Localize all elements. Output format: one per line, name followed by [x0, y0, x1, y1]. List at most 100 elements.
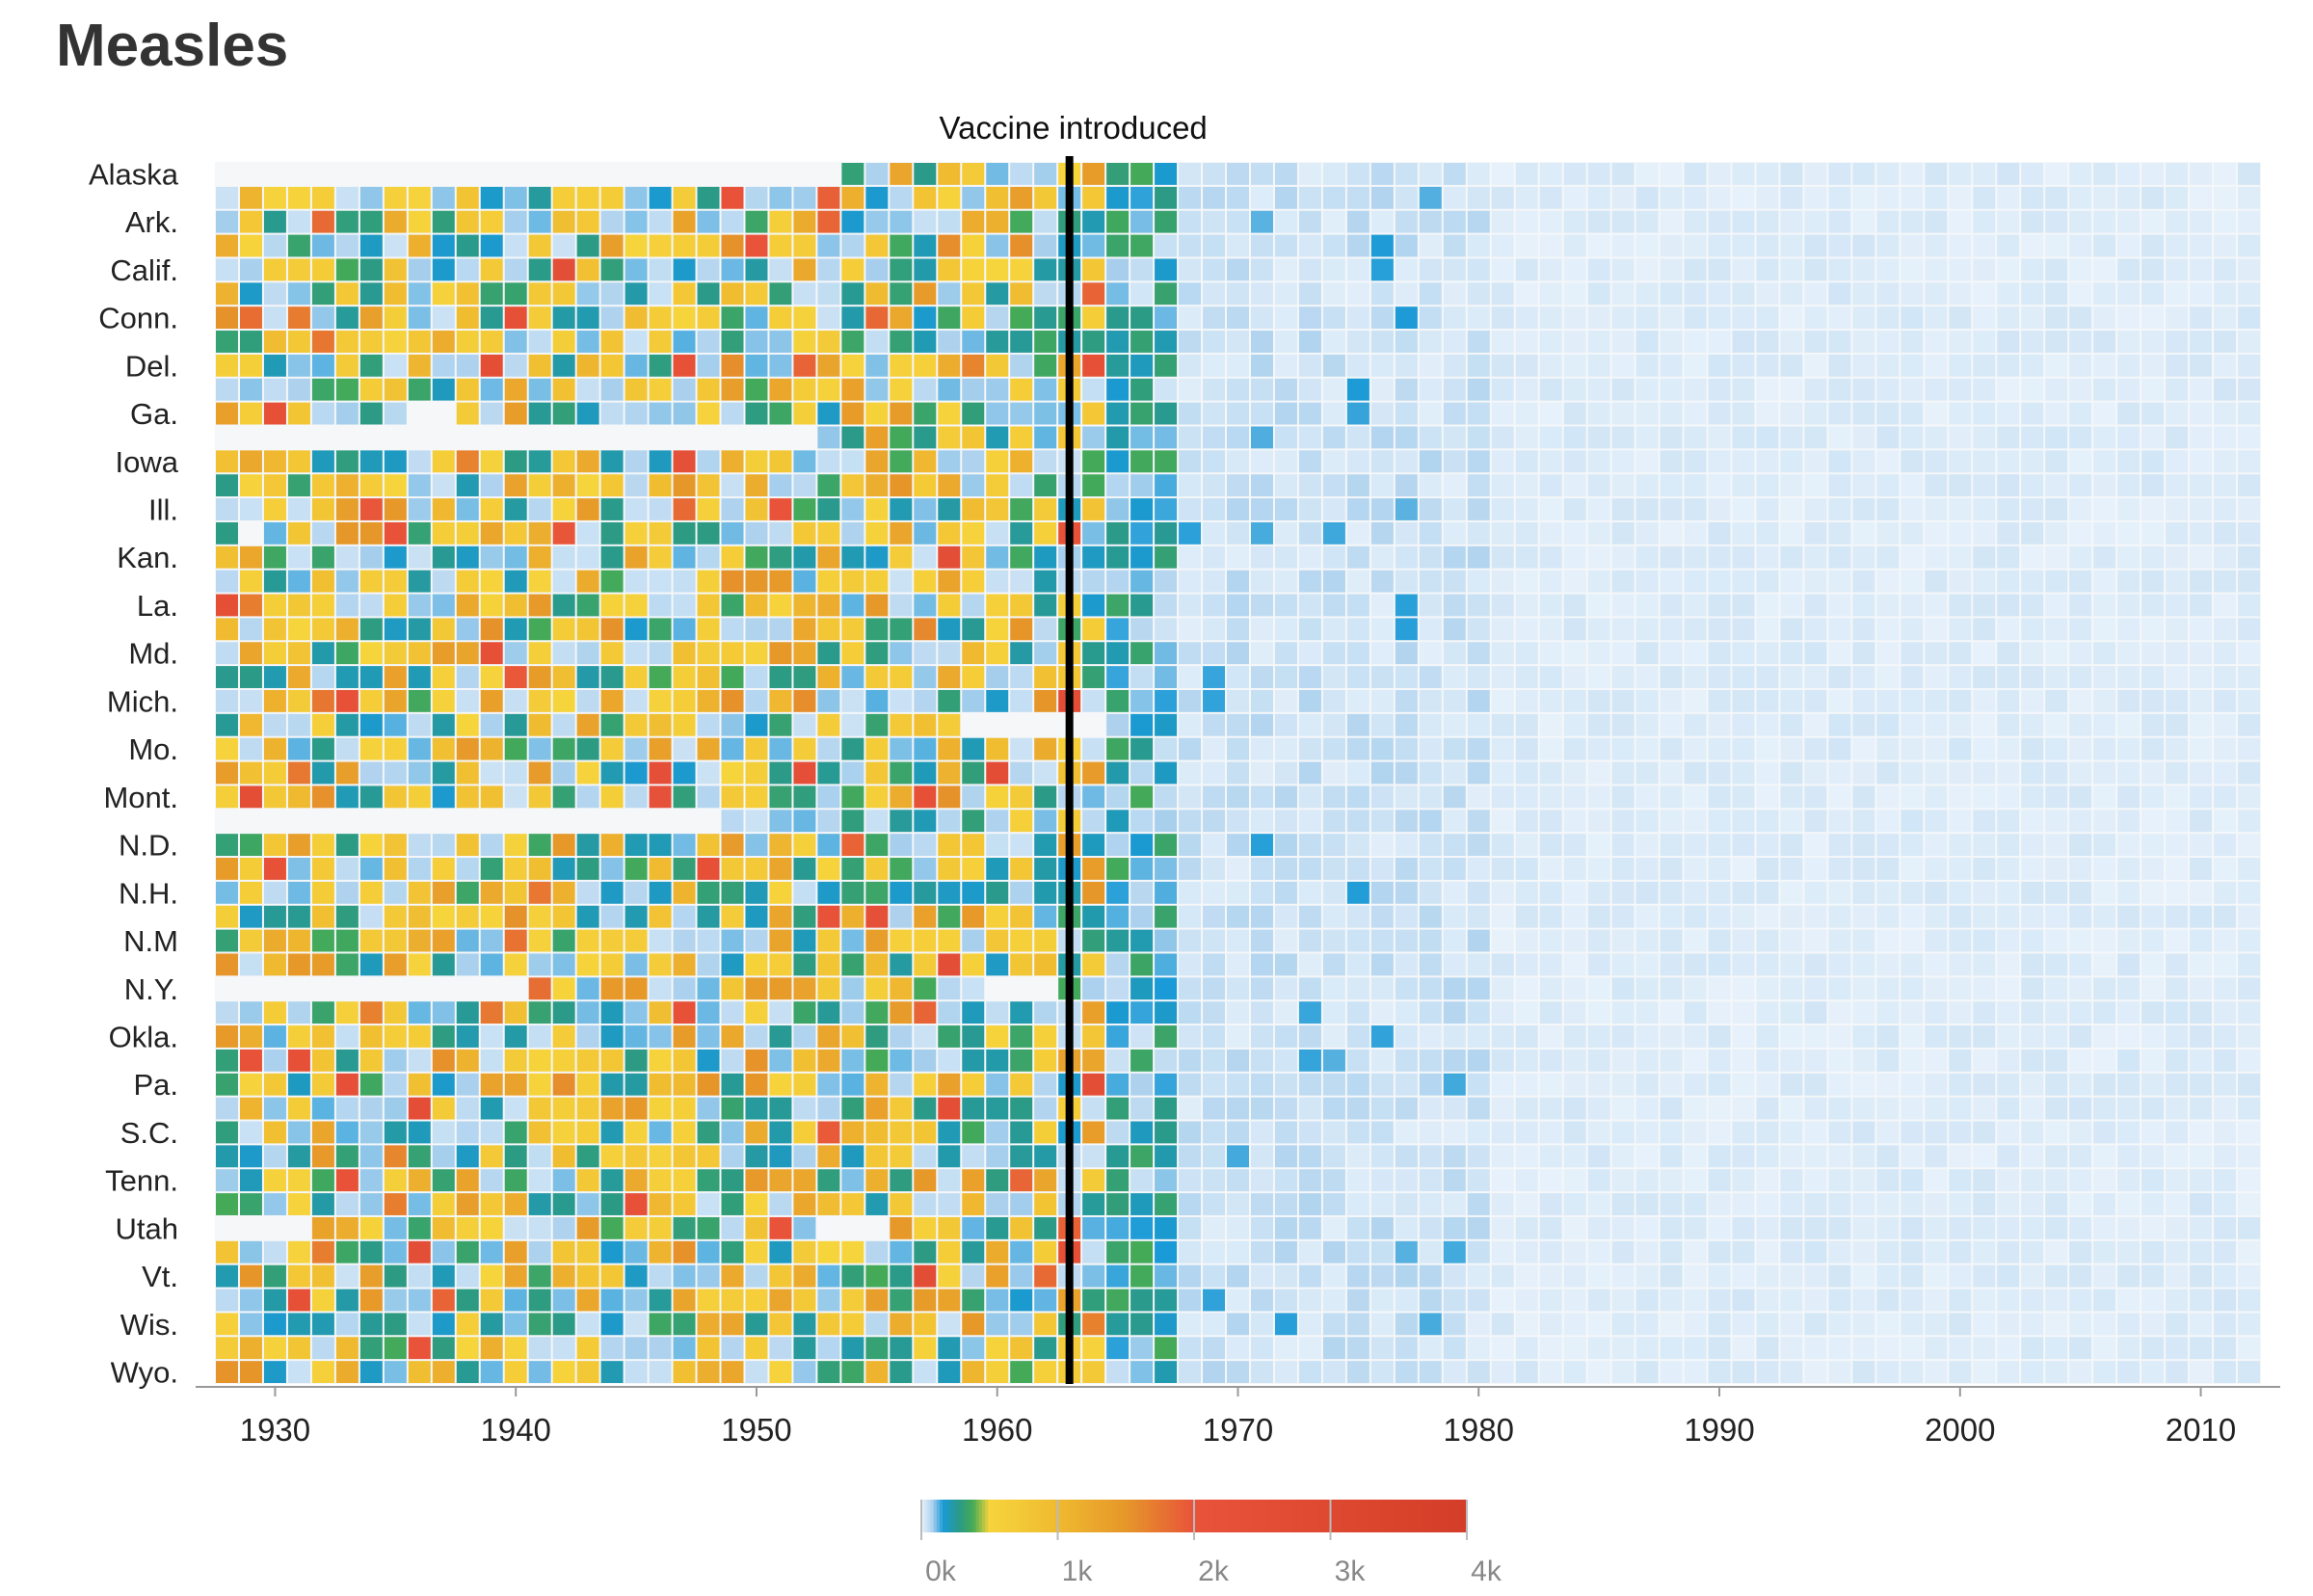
heatmap-cell [817, 282, 840, 306]
heatmap-cell [1419, 331, 1442, 353]
heatmap-cell [769, 689, 792, 712]
state-label: Calif. [110, 253, 178, 287]
heatmap-cell [1298, 282, 1321, 306]
legend-swatch [1396, 1500, 1401, 1532]
heatmap-cell [2238, 282, 2260, 306]
heatmap-cell [2021, 210, 2044, 233]
heatmap-cell [962, 810, 985, 833]
heatmap-cell [962, 282, 985, 306]
heatmap-cell [576, 737, 599, 760]
heatmap-cell [1780, 402, 1803, 425]
heatmap-cell [1660, 402, 1683, 425]
heatmap-cell [480, 1025, 503, 1048]
heatmap-cell [2238, 331, 2260, 353]
legend-tick-label: 0k [925, 1556, 957, 1587]
heatmap-cell [1010, 1001, 1033, 1024]
heatmap-cell [335, 929, 359, 952]
heatmap-cell [432, 1313, 455, 1336]
heatmap-cell [1467, 1313, 1490, 1336]
x-tick-label: 1950 [721, 1412, 791, 1448]
heatmap-cell [1467, 474, 1490, 497]
heatmap-cell [239, 1240, 262, 1264]
heatmap-cell [793, 810, 816, 833]
heatmap-cell [1203, 881, 1226, 904]
heatmap-cell [1876, 642, 1900, 665]
heatmap-cell [1443, 666, 1466, 688]
heatmap-cell [1852, 402, 1875, 425]
legend-swatch [1045, 1500, 1050, 1532]
heatmap-cell [1828, 1025, 1851, 1048]
heatmap-cell [817, 426, 840, 449]
heatmap-cell [239, 474, 262, 497]
heatmap-cell [1876, 905, 1900, 928]
heatmap-cell [817, 737, 840, 760]
heatmap-cell [1034, 1145, 1057, 1168]
heatmap-cell [1828, 474, 1851, 497]
heatmap-cell [1034, 1289, 1057, 1312]
heatmap-cell [456, 258, 479, 281]
heatmap-cell [625, 713, 648, 736]
heatmap-cell [1419, 1049, 1442, 1072]
heatmap-cell [1274, 1073, 1297, 1096]
heatmap-cell [1370, 234, 1394, 257]
heatmap-cell [793, 618, 816, 641]
heatmap-cell [576, 618, 599, 641]
heatmap-cell [600, 1193, 624, 1215]
heatmap-cell [1708, 689, 1731, 712]
heatmap-cell [1708, 1121, 1731, 1144]
heatmap-cell [1876, 234, 1900, 257]
heatmap-cell [865, 834, 889, 857]
heatmap-cell [576, 282, 599, 306]
heatmap-cell [1997, 977, 2020, 1000]
heatmap-cell [1034, 618, 1057, 641]
heatmap-cell [649, 545, 672, 569]
legend-swatch [1293, 1500, 1298, 1532]
heatmap-cell [335, 858, 359, 880]
heatmap-cell [2093, 1361, 2116, 1383]
legend-swatch [1272, 1500, 1277, 1532]
heatmap-cell [1515, 521, 1538, 545]
heatmap-cell [1973, 1289, 1996, 1312]
heatmap-cell [1611, 1049, 1635, 1072]
heatmap-cell [263, 761, 286, 785]
heatmap-cell [1250, 977, 1273, 1000]
heatmap-cell [1997, 570, 2020, 593]
heatmap-cell [1563, 450, 1586, 473]
heatmap-cell [986, 426, 1009, 449]
heatmap-cell [2117, 713, 2140, 736]
legend-swatch [1266, 1500, 1271, 1532]
heatmap-cell [1034, 1025, 1057, 1048]
heatmap-cell [480, 1121, 503, 1144]
heatmap-cell [239, 642, 262, 665]
heatmap-cell [1179, 402, 1202, 425]
heatmap-cell [2238, 666, 2260, 688]
heatmap-cell [2117, 306, 2140, 330]
heatmap-cell [914, 234, 937, 257]
heatmap-cell [408, 1097, 431, 1120]
heatmap-cell [769, 1169, 792, 1192]
heatmap-cell [745, 1289, 768, 1312]
heatmap-cell [1322, 521, 1345, 545]
heatmap-cell [817, 858, 840, 880]
heatmap-cell [1467, 761, 1490, 785]
heatmap-cell [2021, 258, 2044, 281]
heatmap-cell [865, 1240, 889, 1264]
heatmap-cell [986, 474, 1009, 497]
heatmap-cell [1322, 642, 1345, 665]
heatmap-cell [504, 282, 527, 306]
heatmap-cell [2166, 881, 2189, 904]
heatmap-cell [1010, 282, 1033, 306]
heatmap-cell [1274, 1361, 1297, 1383]
heatmap-cell [841, 1169, 864, 1192]
heatmap-cell [287, 594, 310, 617]
heatmap-cell [2214, 977, 2237, 1000]
heatmap-cell [2141, 1025, 2165, 1048]
heatmap-cell [2190, 331, 2213, 353]
heatmap-cell [793, 186, 816, 209]
heatmap-cell [1298, 570, 1321, 593]
heatmap-cell [2166, 1145, 2189, 1168]
heatmap-cell [1034, 953, 1057, 976]
heatmap-cell [1010, 1313, 1033, 1336]
heatmap-cell [1467, 210, 1490, 233]
heatmap-cell [841, 1361, 864, 1383]
